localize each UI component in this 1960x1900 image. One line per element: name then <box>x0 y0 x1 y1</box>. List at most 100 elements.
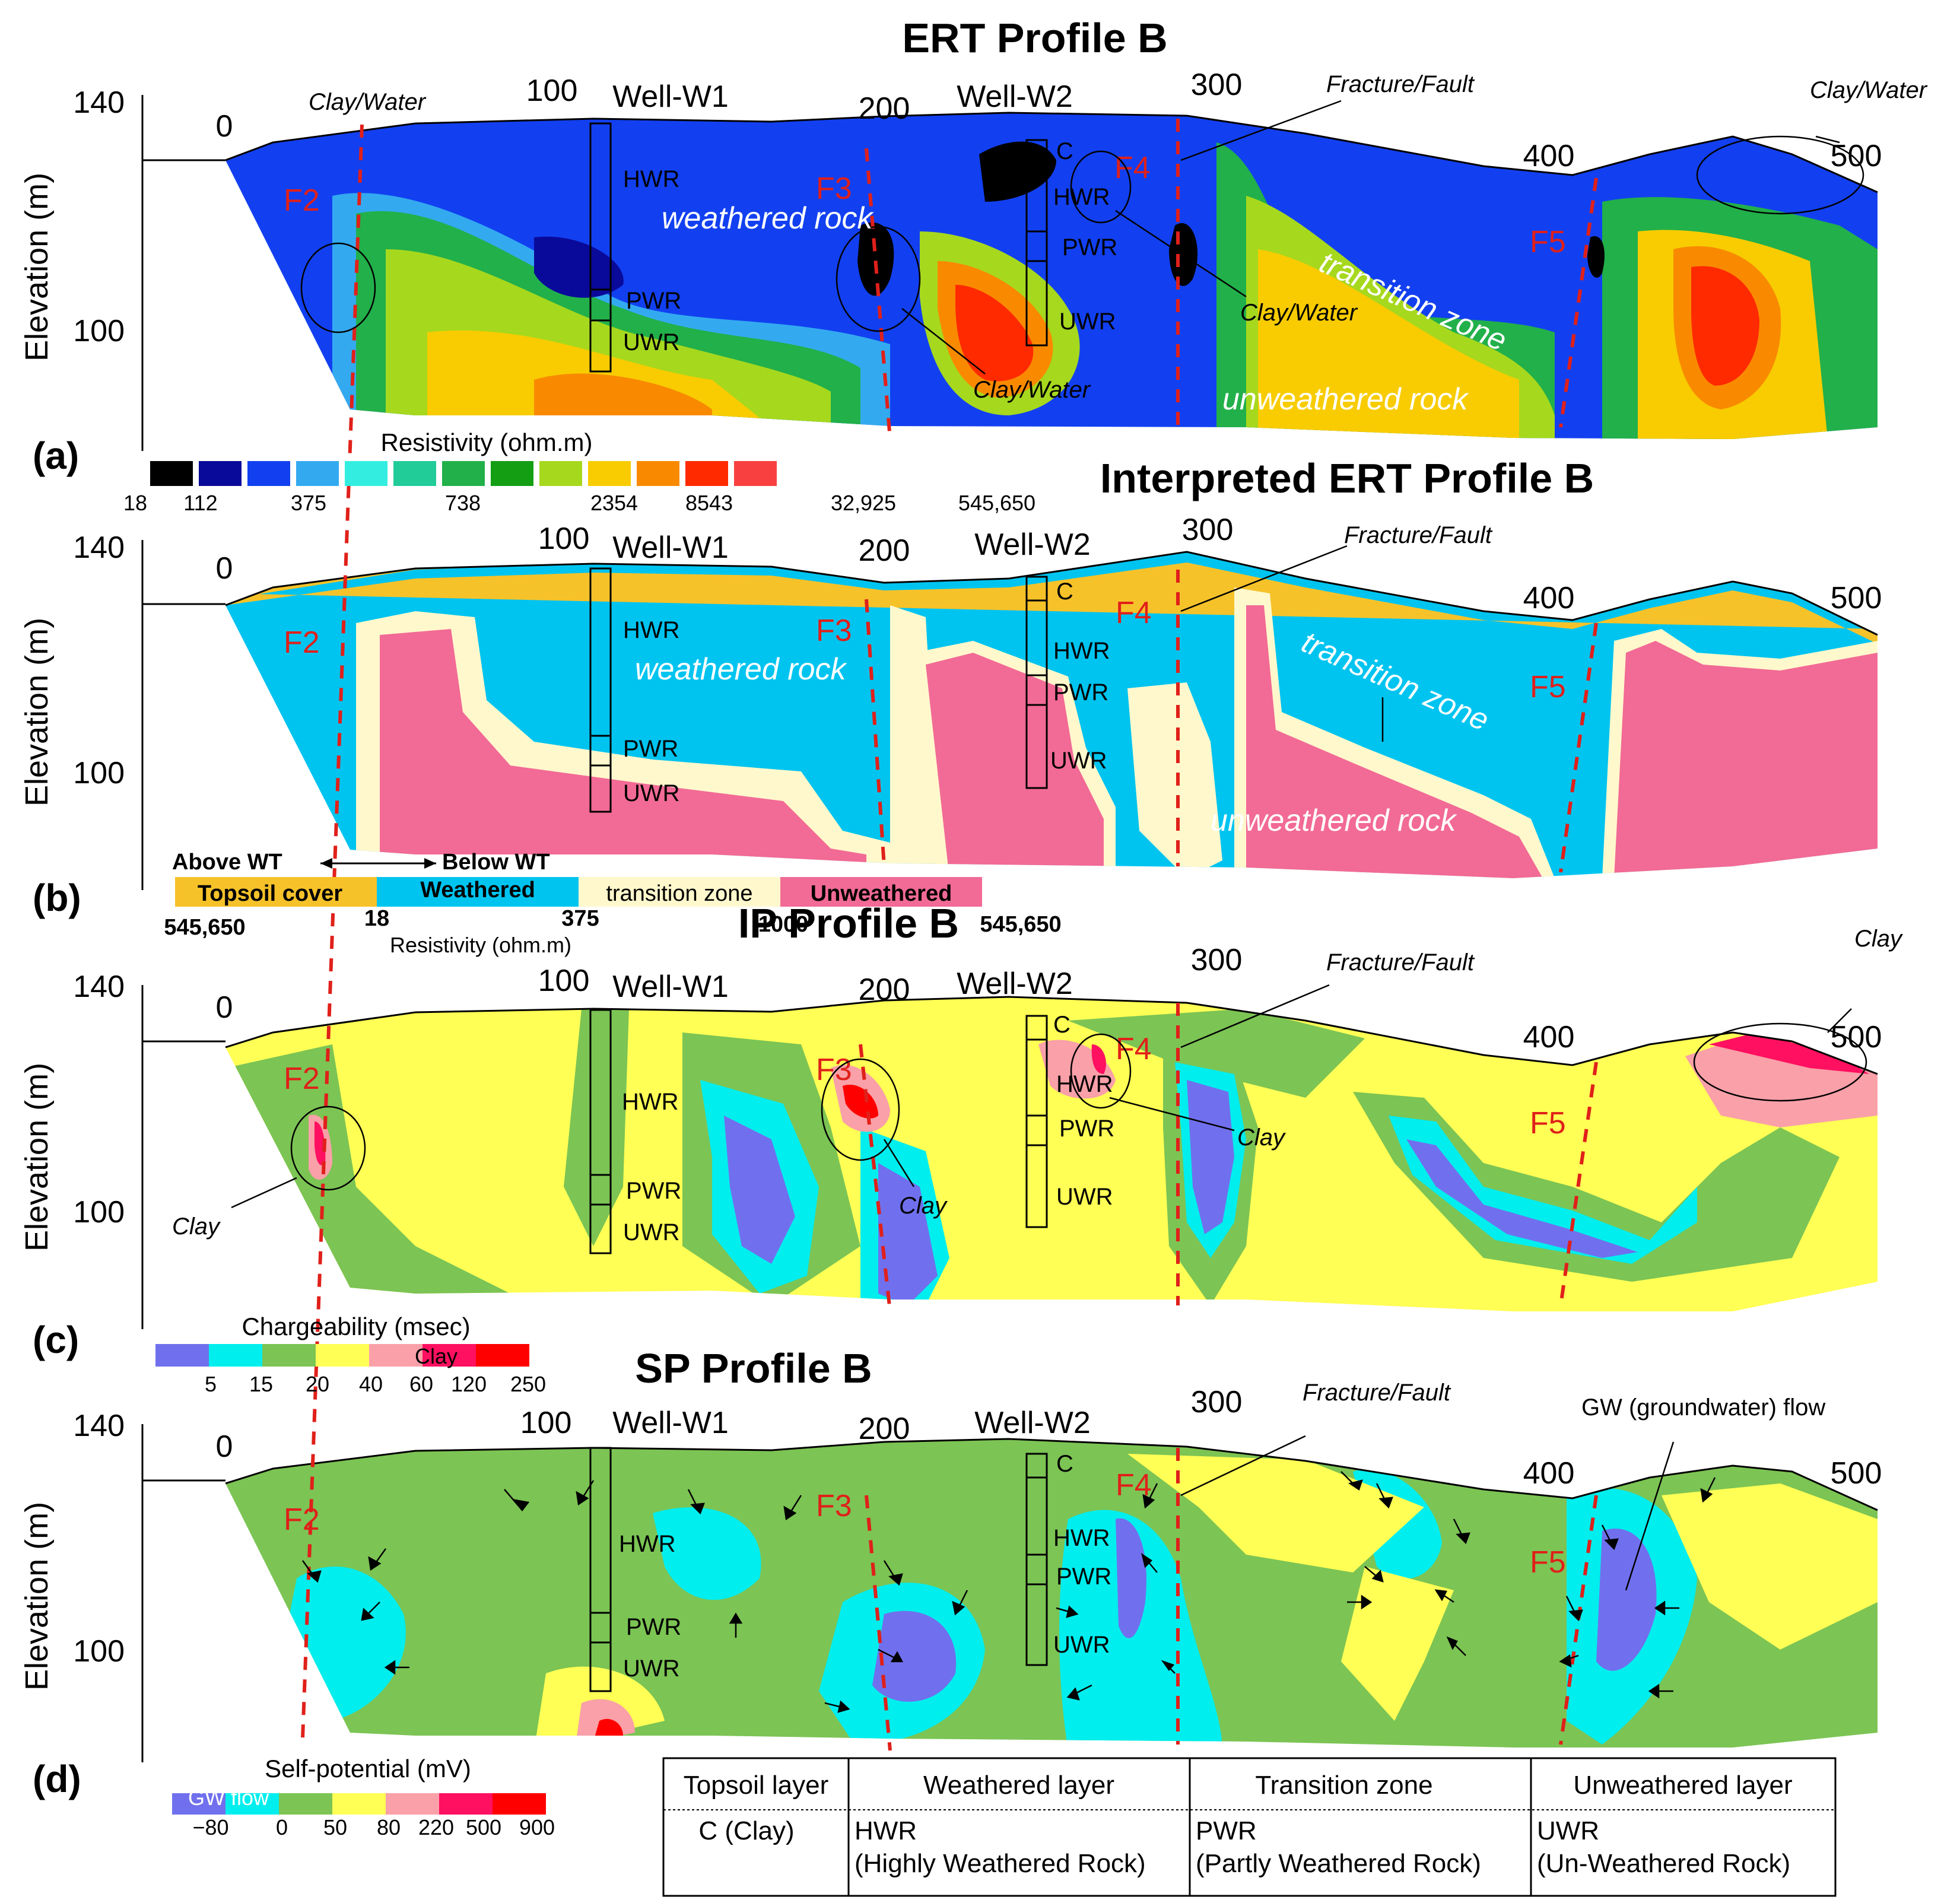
res-swatches <box>150 461 777 486</box>
gw-bar-label: GW flow <box>188 1785 269 1810</box>
y-axis-title: Elevation (m) <box>19 1063 55 1251</box>
hwr-label: HWR <box>1053 1525 1110 1551</box>
above-wt-label: Above WT <box>172 850 282 875</box>
ip-label: 250 <box>510 1372 546 1396</box>
colorbar-swatch <box>588 461 631 486</box>
c-label: C <box>1056 1451 1073 1477</box>
f2-label: F2 <box>284 625 320 660</box>
res-label: 375 <box>291 491 326 515</box>
colorbar-swatch <box>332 1793 386 1815</box>
x-tick: 100 <box>538 522 590 556</box>
res-label: 738 <box>445 491 481 515</box>
colorbar-swatch <box>279 1793 332 1815</box>
clay-label: Clay <box>899 1193 948 1219</box>
res-label: 112 <box>183 491 217 515</box>
well-w1-label: Well-W1 <box>612 530 728 565</box>
colorbar-swatch <box>155 1344 209 1367</box>
hwr-label: HWR <box>623 617 680 643</box>
res-label: 32,925 <box>831 491 896 515</box>
fracture-fault-label: Fracture/Fault <box>1344 522 1493 548</box>
panel-title: Interpreted ERT Profile B <box>1100 455 1594 501</box>
y-tick: 100 <box>73 1634 125 1669</box>
y-tick: 140 <box>73 85 125 120</box>
y-tick: 100 <box>73 1195 125 1229</box>
f3-label: F3 <box>816 614 852 648</box>
colorbar-swatch <box>345 461 387 486</box>
x-tick: 500 <box>1831 1020 1882 1054</box>
interpreted-legend: Above WT Below WT Topsoil cover Weathere… <box>164 850 1061 957</box>
class-name: Topsoil cover <box>198 881 342 906</box>
colorbar-title: Resistivity (ohm.m) <box>380 428 592 456</box>
class-label: 1000 <box>758 912 809 937</box>
well-layer-labels: HWR PWR UWR C HWR PWR UWR HWR PWR UWR C … <box>619 138 1117 1682</box>
clay-label: Clay <box>1237 1124 1286 1151</box>
table-header: Transition zone <box>1255 1771 1432 1800</box>
uwr-label: UWR <box>1059 309 1116 335</box>
panel-b: Interpreted ERT Profile B <box>142 455 1878 878</box>
panel-letter: (b) <box>33 876 81 919</box>
panel-d: SP Profile B <box>142 1345 1878 1748</box>
ip-label: 60 <box>409 1372 433 1396</box>
ip-label: 5 <box>205 1372 217 1396</box>
pwr-label: PWR <box>623 736 678 762</box>
panel-letter: (c) <box>33 1318 79 1361</box>
sp-label: 50 <box>323 1815 347 1839</box>
panel-title: IP Profile B <box>738 900 959 946</box>
well-w2-label: Well-W2 <box>957 967 1072 1001</box>
ip-label: 20 <box>306 1372 329 1396</box>
zone-unweathered: unweathered rock <box>1222 382 1469 417</box>
colorbar-swatch <box>539 461 582 486</box>
zone-weathered: weathered rock <box>635 652 848 687</box>
uwr-label: UWR <box>1053 1632 1110 1658</box>
below-wt-label: Below WT <box>442 850 550 875</box>
x-tick: 300 <box>1182 513 1234 547</box>
hwr-label: HWR <box>619 1531 676 1557</box>
colorbar-swatch <box>172 1793 225 1815</box>
x-tick: 400 <box>1523 581 1575 615</box>
zone-unweathered: unweathered rock <box>1211 803 1457 838</box>
class-name: Unweathered <box>811 881 952 906</box>
sp-label: 900 <box>519 1815 555 1839</box>
y-tick: 140 <box>73 1409 125 1443</box>
clay-water-label: Clay/Water <box>309 89 427 115</box>
class-label: 545,650 <box>164 915 245 940</box>
chargeability-section <box>225 997 1878 1311</box>
well-w1-label: Well-W1 <box>612 1406 728 1440</box>
res-label: 2354 <box>590 491 638 515</box>
colorbar-swatch <box>262 1344 316 1367</box>
table-header: Unweathered layer <box>1573 1771 1792 1800</box>
f4-label: F4 <box>1116 596 1152 630</box>
res-label: 8543 <box>685 491 733 515</box>
sp-label: 500 <box>466 1815 501 1839</box>
class-label: 545,650 <box>980 912 1061 937</box>
colorbar-swatch <box>734 461 777 486</box>
colorbar-swatch <box>150 461 193 486</box>
sp-label: 220 <box>418 1815 454 1839</box>
pwr-label: PWR <box>1056 1564 1111 1590</box>
sp-section <box>225 1439 1878 1748</box>
pwr-label: PWR <box>626 1178 681 1204</box>
uwr-label: UWR <box>1050 748 1107 774</box>
table-cell: (Highly Weathered Rock) <box>854 1849 1146 1878</box>
panel-c: IP Profile B <box>142 900 1878 1311</box>
gw-flow-arrows <box>301 1471 1716 1713</box>
well-names: Well-W1 Well-W2 Well-W1 Well-W2 Well-W1 … <box>612 80 1090 1440</box>
f5-label: F5 <box>1530 1545 1566 1580</box>
hwr-label: HWR <box>622 1089 679 1115</box>
x-tick: 200 <box>859 973 910 1007</box>
x-tick: 300 <box>1191 68 1243 102</box>
sp-colorbar: Self-potential (mV) GW flow −80 0 50 80 … <box>172 1755 555 1839</box>
pwr-label: PWR <box>1059 1116 1114 1142</box>
colorbar-swatch <box>442 461 485 486</box>
class-swatch <box>579 877 780 907</box>
f5-label: F5 <box>1530 670 1566 704</box>
panel-title: SP Profile B <box>635 1345 872 1391</box>
chargeability-colorbar: Chargeability (msec) Clay 5 15 20 40 60 … <box>155 1313 546 1396</box>
res-label: 545,650 <box>958 491 1035 515</box>
y-tick: 140 <box>73 530 125 565</box>
colorbar-swatch <box>423 1344 476 1367</box>
sp-label: −80 <box>192 1815 228 1839</box>
clay-water-label: Clay/Water <box>1240 300 1358 326</box>
table-header: Weathered layer <box>923 1771 1114 1800</box>
y-tick: 100 <box>73 314 125 348</box>
